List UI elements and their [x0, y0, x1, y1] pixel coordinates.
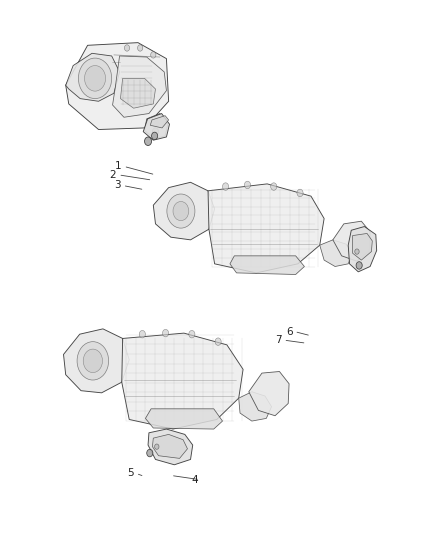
- Circle shape: [139, 330, 145, 338]
- Polygon shape: [113, 56, 166, 117]
- Circle shape: [78, 58, 112, 99]
- Circle shape: [355, 249, 359, 254]
- Polygon shape: [320, 240, 353, 266]
- Polygon shape: [208, 184, 324, 273]
- Polygon shape: [153, 182, 215, 240]
- Polygon shape: [122, 333, 243, 429]
- Circle shape: [173, 201, 189, 221]
- Circle shape: [83, 349, 102, 373]
- Circle shape: [356, 262, 362, 269]
- Polygon shape: [333, 221, 370, 261]
- Circle shape: [138, 45, 143, 51]
- Circle shape: [271, 183, 277, 190]
- Polygon shape: [143, 114, 170, 140]
- Text: 3: 3: [114, 181, 121, 190]
- Circle shape: [77, 342, 109, 380]
- Text: 1: 1: [115, 161, 122, 171]
- Circle shape: [85, 66, 106, 91]
- Circle shape: [167, 194, 195, 228]
- Polygon shape: [353, 233, 372, 260]
- Text: 4: 4: [191, 475, 198, 484]
- Text: 2: 2: [110, 170, 117, 180]
- Polygon shape: [145, 409, 223, 429]
- Circle shape: [152, 128, 159, 135]
- Circle shape: [151, 52, 156, 58]
- Polygon shape: [120, 78, 155, 108]
- Polygon shape: [152, 434, 187, 458]
- Polygon shape: [66, 53, 120, 101]
- Polygon shape: [150, 116, 169, 128]
- Polygon shape: [64, 329, 129, 393]
- Circle shape: [155, 121, 159, 126]
- Circle shape: [297, 189, 303, 197]
- Circle shape: [223, 183, 229, 190]
- Circle shape: [147, 449, 153, 457]
- Circle shape: [244, 181, 251, 189]
- Polygon shape: [148, 429, 193, 465]
- Circle shape: [189, 330, 195, 338]
- Circle shape: [162, 329, 169, 337]
- Polygon shape: [230, 256, 304, 274]
- Text: 6: 6: [286, 327, 293, 336]
- Text: 5: 5: [127, 469, 134, 478]
- Circle shape: [215, 338, 221, 345]
- Text: 7: 7: [275, 335, 282, 345]
- Polygon shape: [66, 43, 169, 130]
- Polygon shape: [348, 227, 377, 272]
- Circle shape: [152, 132, 158, 140]
- Circle shape: [145, 137, 152, 146]
- Polygon shape: [249, 372, 289, 416]
- Circle shape: [124, 45, 130, 51]
- Circle shape: [155, 444, 159, 449]
- Polygon shape: [145, 114, 168, 139]
- Polygon shape: [239, 392, 272, 421]
